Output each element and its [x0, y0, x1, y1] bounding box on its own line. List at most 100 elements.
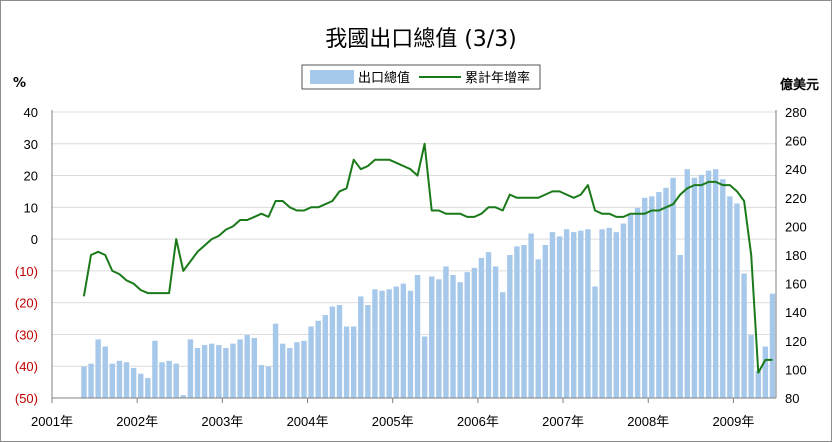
bar [201, 345, 208, 398]
bar [130, 367, 137, 398]
bar [677, 255, 683, 398]
bar [336, 305, 343, 398]
bar [386, 289, 392, 398]
x-tick-label: 2005年 [372, 414, 414, 429]
bar [755, 370, 761, 398]
bar [627, 214, 634, 398]
left-axis-unit: % [13, 76, 26, 91]
bar [301, 340, 307, 398]
bar [379, 290, 385, 398]
left-tick-label: (50) [15, 391, 38, 406]
right-tick-label: 200 [785, 219, 807, 234]
right-tick-label: 120 [785, 334, 807, 349]
bar [152, 340, 158, 398]
right-axis-ticks: 280 260 240 220 200 180 160 140 120 100 80 [785, 105, 807, 406]
bar [741, 273, 747, 398]
left-tick-label: 0 [31, 232, 38, 247]
bar [500, 292, 506, 398]
bar [123, 362, 130, 398]
bar [521, 244, 527, 398]
bar [187, 339, 194, 398]
bar [81, 366, 87, 398]
bar [613, 232, 619, 398]
x-tick-label: 2002年 [116, 414, 158, 429]
right-tick-label: 280 [785, 105, 807, 120]
bar [457, 282, 463, 398]
bar [216, 345, 222, 398]
bar [443, 266, 449, 398]
bar [258, 365, 265, 398]
x-tick-label: 2001年 [31, 414, 73, 429]
legend: 出口總值 累計年增率 [301, 64, 541, 90]
right-tick-label: 240 [785, 162, 807, 177]
bar [358, 296, 364, 398]
right-tick-label: 80 [785, 391, 799, 406]
bar [372, 289, 378, 398]
bar [209, 343, 215, 398]
bar [727, 196, 733, 398]
bar [237, 339, 243, 398]
bar [159, 362, 165, 398]
right-tick-label: 180 [785, 248, 807, 263]
bar [634, 207, 641, 398]
left-tick-label: (30) [15, 327, 38, 342]
bar [322, 315, 328, 398]
axes [51, 110, 777, 403]
bar [116, 360, 123, 398]
x-tick-label: 2006年 [457, 414, 499, 429]
bar [507, 255, 513, 398]
bar [649, 196, 655, 398]
gridlines [52, 111, 776, 367]
bar [230, 343, 236, 398]
bar [464, 272, 470, 398]
bar [528, 233, 534, 398]
bar [705, 170, 712, 398]
line-series [82, 142, 773, 374]
bar [173, 363, 179, 398]
x-tick-label: 2004年 [287, 414, 329, 429]
chart-title: 我國出口總值 (3/3) [325, 27, 517, 52]
bar [670, 177, 676, 398]
x-tick-label: 2003年 [201, 414, 243, 429]
legend-label-bar: 出口總值 [358, 70, 410, 86]
bar [691, 177, 698, 398]
bar [478, 257, 485, 398]
bar [279, 343, 286, 398]
left-tick-label: (20) [15, 296, 38, 311]
bar [109, 363, 116, 398]
bar [549, 232, 556, 398]
bar [720, 179, 726, 398]
bar [734, 203, 740, 398]
bar [429, 276, 435, 398]
bar [329, 306, 336, 398]
bar [102, 346, 108, 398]
bar [393, 286, 399, 398]
bar-series [81, 169, 776, 398]
bar [223, 347, 229, 398]
bar [287, 347, 293, 398]
bar [471, 267, 478, 398]
bar [563, 229, 570, 398]
bar [294, 342, 300, 398]
x-tick-label: 2007年 [542, 414, 584, 429]
bar [308, 326, 314, 398]
bar [450, 275, 456, 398]
right-tick-label: 160 [785, 277, 807, 292]
x-axis-ticks: 2001年 2002年 2003年 2004年 2005年 2006年 2007年 2008年… [31, 414, 754, 429]
bar [180, 395, 187, 398]
right-tick-label: 100 [785, 362, 807, 377]
left-tick-label: 40 [24, 105, 38, 120]
bar [585, 229, 591, 398]
legend-label-line: 累計年增率 [465, 70, 530, 86]
bar [698, 174, 705, 398]
growth-line [82, 142, 773, 374]
right-axis-unit: 億美元 [780, 77, 819, 93]
bar [606, 227, 612, 398]
bar [194, 347, 201, 398]
bar [542, 244, 549, 398]
bar [407, 290, 414, 398]
bar [145, 377, 151, 398]
bar [265, 366, 272, 398]
